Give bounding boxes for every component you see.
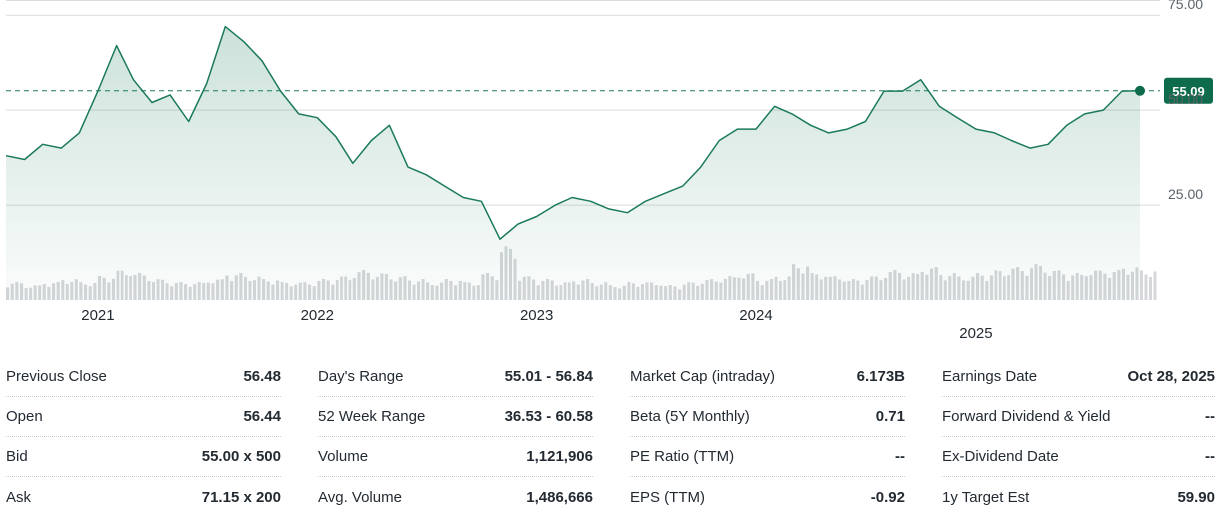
price-area xyxy=(6,26,1140,300)
volume-bar xyxy=(1140,270,1143,300)
current-price-tag xyxy=(1164,77,1213,104)
x-tick-label: 2025 xyxy=(959,325,992,342)
stat-eps: EPS (TTM) -0.92 xyxy=(630,477,905,517)
stat-label: Avg. Volume xyxy=(318,488,402,506)
stat-value: Oct 28, 2025 xyxy=(1127,368,1215,385)
current-price-label: 55.09 xyxy=(1172,84,1205,99)
stat-label: PE Ratio (TTM) xyxy=(630,448,735,465)
stat-label: Day's Range xyxy=(318,368,404,385)
stat-value: 0.71 xyxy=(875,408,905,425)
stat-value: 71.15 x 200 xyxy=(201,488,281,506)
volume-bar xyxy=(1153,271,1157,300)
stat-value: 6.173B xyxy=(856,368,905,385)
stat-label: Earnings Date xyxy=(942,368,1038,385)
stat-label: Ask xyxy=(6,488,32,506)
stat-value: 56.44 xyxy=(243,408,281,425)
stat-label: 52 Week Range xyxy=(318,408,426,425)
stat-forward-dividend: Forward Dividend & Yield -- xyxy=(942,397,1215,437)
x-tick-label: 2022 xyxy=(301,307,334,324)
stat-beta: Beta (5Y Monthly) 0.71 xyxy=(630,397,905,437)
stat-ex-dividend-date: Ex-Dividend Date -- xyxy=(942,437,1215,477)
stat-bid: Bid 55.00 x 500 xyxy=(6,437,281,477)
x-axis-ticks: 2021 2022 2023 2024 2025 xyxy=(81,307,992,342)
stats-column-3: Market Cap (intraday) 6.173B Beta (5Y Mon… xyxy=(630,357,905,517)
stat-days-range: Day's Range 55.01 - 56.84 xyxy=(318,357,593,397)
y-axis-ticks: 75.00 50.00 25.00 xyxy=(1168,0,1203,202)
stat-label: Open xyxy=(6,408,43,425)
stat-value: -- xyxy=(895,448,905,465)
stat-previous-close: Previous Close 56.48 xyxy=(6,357,281,397)
y-tick-label: 25.00 xyxy=(1168,186,1203,202)
stat-target-est: 1y Target Est 59.90 xyxy=(942,477,1215,517)
stats-column-4: Earnings Date Oct 28, 2025 Forward Divide… xyxy=(942,357,1215,517)
stat-open: Open 56.44 xyxy=(6,397,281,437)
stat-label: Beta (5Y Monthly) xyxy=(630,408,750,425)
stat-label: Forward Dividend & Yield xyxy=(942,408,1111,425)
stat-volume: Volume 1,121,906 xyxy=(318,437,593,477)
volume-bar xyxy=(1149,276,1152,300)
price-series-line xyxy=(5,25,1141,240)
stat-value: 1,121,906 xyxy=(526,448,593,465)
stat-value: -- xyxy=(1205,448,1215,465)
stat-value: 59.90 xyxy=(1177,488,1215,506)
stats-column-1: Previous Close 56.48 Open 56.44 Bid 55.00 x… xyxy=(6,357,281,517)
price-line xyxy=(5,25,1141,240)
x-tick-label: 2023 xyxy=(520,307,553,324)
stat-avg-volume: Avg. Volume 1,486,666 xyxy=(318,477,593,517)
key-statistics: Previous Close 56.48 Open 56.44 Bid 55.00 x… xyxy=(0,357,1227,510)
stats-column-2: Day's Range 55.01 - 56.84 52 Week Range 36… xyxy=(318,357,593,517)
stat-label: Bid xyxy=(6,448,28,465)
stat-label: Previous Close xyxy=(6,368,107,385)
stat-label: 1y Target Est xyxy=(942,488,1030,506)
stat-label: Volume xyxy=(318,448,369,465)
stat-label: EPS (TTM) xyxy=(630,488,705,506)
stat-label: Ex-Dividend Date xyxy=(942,448,1059,465)
stat-value: 55.01 - 56.84 xyxy=(504,368,593,385)
x-tick-label: 2024 xyxy=(739,307,772,324)
current-price-reference: 55.09 xyxy=(6,77,1213,104)
stat-value: 1,486,666 xyxy=(526,488,593,506)
price-chart[interactable]: 55.09 75.00 50.00 25.00 2021 2022 2023 2024 20… xyxy=(0,0,1227,350)
stat-52-week-range: 52 Week Range 36.53 - 60.58 xyxy=(318,397,593,437)
stat-value: 56.48 xyxy=(243,368,281,385)
stat-label: Market Cap (intraday) xyxy=(630,368,776,385)
stat-market-cap: Market Cap (intraday) 6.173B xyxy=(630,357,905,397)
stat-pe-ratio: PE Ratio (TTM) -- xyxy=(630,437,905,477)
volume-bar xyxy=(1144,274,1148,300)
stat-value: -0.92 xyxy=(870,488,905,506)
price-area-fill xyxy=(6,26,1140,300)
x-tick-label: 2021 xyxy=(81,307,114,324)
y-tick-label: 75.00 xyxy=(1168,0,1203,12)
stat-value: -- xyxy=(1205,408,1215,425)
current-price-dot[interactable] xyxy=(1135,85,1145,96)
stat-value: 55.00 x 500 xyxy=(201,448,281,465)
stat-ask: Ask 71.15 x 200 xyxy=(6,477,281,517)
stat-earnings-date: Earnings Date Oct 28, 2025 xyxy=(942,357,1215,397)
y-tick-label: 50.00 xyxy=(1168,91,1203,107)
stat-value: 36.53 - 60.58 xyxy=(504,408,593,425)
